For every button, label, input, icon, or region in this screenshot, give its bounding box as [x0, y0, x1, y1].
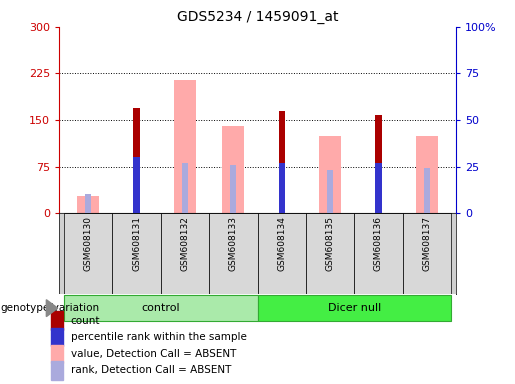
- Text: GSM608131: GSM608131: [132, 216, 141, 271]
- Text: GSM608135: GSM608135: [325, 216, 335, 271]
- Bar: [222, 126, 244, 213]
- Bar: [112, 213, 161, 294]
- Bar: [77, 196, 99, 213]
- Text: value, Detection Call = ABSENT: value, Detection Call = ABSENT: [71, 349, 236, 359]
- Bar: [182, 163, 188, 213]
- Bar: [174, 79, 196, 213]
- Text: GSM608132: GSM608132: [180, 216, 190, 271]
- Bar: [64, 213, 112, 294]
- Text: genotype/variation: genotype/variation: [1, 303, 99, 313]
- Bar: [375, 115, 382, 213]
- Bar: [64, 295, 258, 321]
- Bar: [279, 165, 285, 213]
- Bar: [403, 213, 451, 294]
- Bar: [133, 157, 140, 213]
- Bar: [375, 163, 382, 213]
- Bar: [279, 111, 285, 213]
- Bar: [375, 165, 382, 213]
- Text: rank, Detection Call = ABSENT: rank, Detection Call = ABSENT: [71, 365, 231, 375]
- Title: GDS5234 / 1459091_at: GDS5234 / 1459091_at: [177, 10, 338, 25]
- Text: GSM608133: GSM608133: [229, 216, 238, 271]
- Bar: [50, 328, 63, 346]
- Bar: [133, 157, 140, 213]
- Text: GSM608137: GSM608137: [422, 216, 431, 271]
- Text: percentile rank within the sample: percentile rank within the sample: [71, 332, 247, 342]
- Bar: [279, 163, 285, 213]
- Bar: [209, 213, 258, 294]
- Bar: [354, 213, 403, 294]
- Bar: [416, 136, 438, 213]
- Text: count: count: [71, 316, 100, 326]
- Bar: [50, 361, 63, 379]
- Text: GSM608130: GSM608130: [84, 216, 93, 271]
- Bar: [327, 170, 333, 213]
- Bar: [230, 165, 236, 213]
- Text: GSM608134: GSM608134: [277, 216, 286, 271]
- Text: GSM608136: GSM608136: [374, 216, 383, 271]
- Bar: [319, 136, 341, 213]
- Bar: [258, 213, 306, 294]
- Bar: [306, 213, 354, 294]
- Bar: [161, 213, 209, 294]
- Text: Dicer null: Dicer null: [328, 303, 381, 313]
- Bar: [50, 344, 63, 363]
- Bar: [424, 169, 430, 213]
- Bar: [50, 311, 63, 330]
- Bar: [258, 295, 451, 321]
- Bar: [133, 108, 140, 213]
- Text: control: control: [142, 303, 180, 313]
- Bar: [85, 195, 91, 213]
